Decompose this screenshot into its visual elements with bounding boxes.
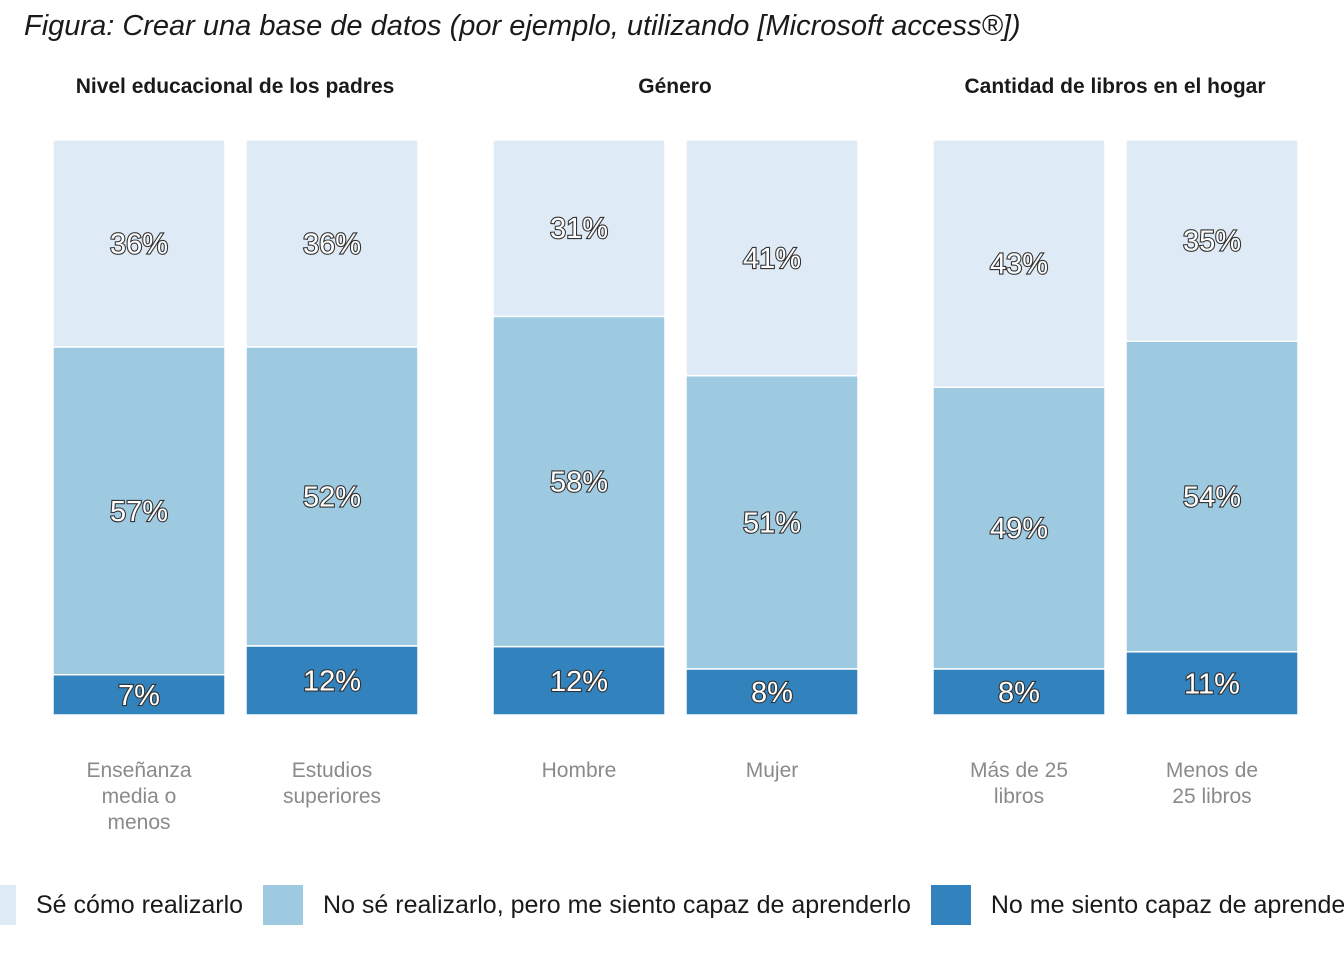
category-label-nivel-educacional-1: Enseñanza media o menos [86,759,191,834]
data-label-cantidad-libros-2-capaz-aprender: 54% [1183,482,1241,514]
bar-segment-cantidad-libros-2-no-capaz [1125,651,1299,716]
bar-segment-cantidad-libros-2-se-como [1125,139,1299,342]
legend-item-se-como: Sé cómo realizarlo [0,885,243,925]
category-label-nivel-educacional-2: Estudios superiores [283,759,381,808]
panel-title-nivel-educacional: Nivel educacional de los padres [75,75,395,98]
bar-segment-genero-2-se-como [685,139,859,377]
category-label-genero-1: Hombre [542,759,617,782]
data-label-genero-1-se-como: 31% [550,213,608,245]
bar-segment-cantidad-libros-2-capaz-aprender [1125,340,1299,653]
bar-segment-genero-1-se-como [492,139,666,318]
legend-item-no-capaz: No me siento capaz de aprenderlo [930,885,1344,925]
category-label-cantidad-libros-2: Menos de 25 libros [1166,759,1258,808]
category-label-genero-2: Mujer [746,759,799,782]
panel-title-genero: Género [638,75,712,98]
figure-title: Figura: Crear una base de datos (por eje… [24,10,1021,42]
bar-segment-cantidad-libros-1-se-como [932,139,1106,388]
legend-swatch-se-como [0,885,16,925]
bar-segment-genero-1-no-capaz [492,645,666,716]
data-label-nivel-educacional-2-capaz-aprender: 52% [303,482,361,514]
bar-segment-nivel-educacional-2-capaz-aprender [245,346,419,647]
data-label-cantidad-libros-2-no-capaz: 11% [1184,668,1240,700]
legend-item-capaz-aprender: No sé realizarlo, pero me siento capaz d… [263,885,911,925]
legend-swatch-capaz-aprender [263,885,304,925]
legend-swatch-no-capaz [930,885,971,925]
data-label-cantidad-libros-1-no-capaz: 8% [998,677,1040,709]
legend: Sé cómo realizarlo No sé realizarlo, per… [0,884,1344,926]
bar-segment-genero-2-capaz-aprender [685,375,859,670]
bar-segment-nivel-educacional-1-capaz-aprender [52,346,226,676]
bar-segment-cantidad-libros-1-no-capaz [932,668,1106,716]
data-label-cantidad-libros-1-se-como: 43% [990,249,1048,281]
bar-segment-nivel-educacional-2-no-capaz [245,645,419,716]
panel-title-cantidad-libros: Cantidad de libros en el hogar [964,75,1266,98]
bar-segment-genero-1-capaz-aprender [492,315,666,648]
data-label-nivel-educacional-2-se-como: 36% [303,229,361,261]
bar-segment-nivel-educacional-2-se-como [245,139,419,348]
category-label-cantidad-libros-1: Más de 25 libros [970,759,1068,808]
legend-label-se-como: Sé cómo realizarlo [36,890,244,919]
data-label-cantidad-libros-1-capaz-aprender: 49% [990,513,1048,545]
data-label-genero-2-se-como: 41% [743,243,801,275]
bar-segment-nivel-educacional-1-se-como [52,139,226,348]
data-label-nivel-educacional-2-no-capaz: 12% [303,666,361,698]
legend-label-no-capaz: No me siento capaz de aprenderlo [990,890,1344,919]
bar-segment-nivel-educacional-1-no-capaz [52,674,226,716]
data-label-nivel-educacional-1-se-como: 36% [110,229,168,261]
data-label-nivel-educacional-1-no-capaz: 7% [118,680,160,712]
data-label-genero-2-capaz-aprender: 51% [743,507,801,539]
data-label-genero-1-no-capaz: 12% [550,666,608,698]
data-label-nivel-educacional-1-capaz-aprender: 57% [110,496,168,528]
data-label-genero-1-capaz-aprender: 58% [550,467,608,499]
stacked-bar-chart: 36% 57% 7% Enseñanza media o menos 36% 52% 12% Es… [52,139,1299,834]
data-label-cantidad-libros-2-se-como: 35% [1183,226,1241,258]
legend-label-capaz-aprender: No sé realizarlo, pero me siento capaz d… [323,890,911,919]
bar-segment-cantidad-libros-1-capaz-aprender [932,386,1106,670]
data-label-genero-2-no-capaz: 8% [751,677,793,709]
bar-segment-genero-2-no-capaz [685,668,859,716]
